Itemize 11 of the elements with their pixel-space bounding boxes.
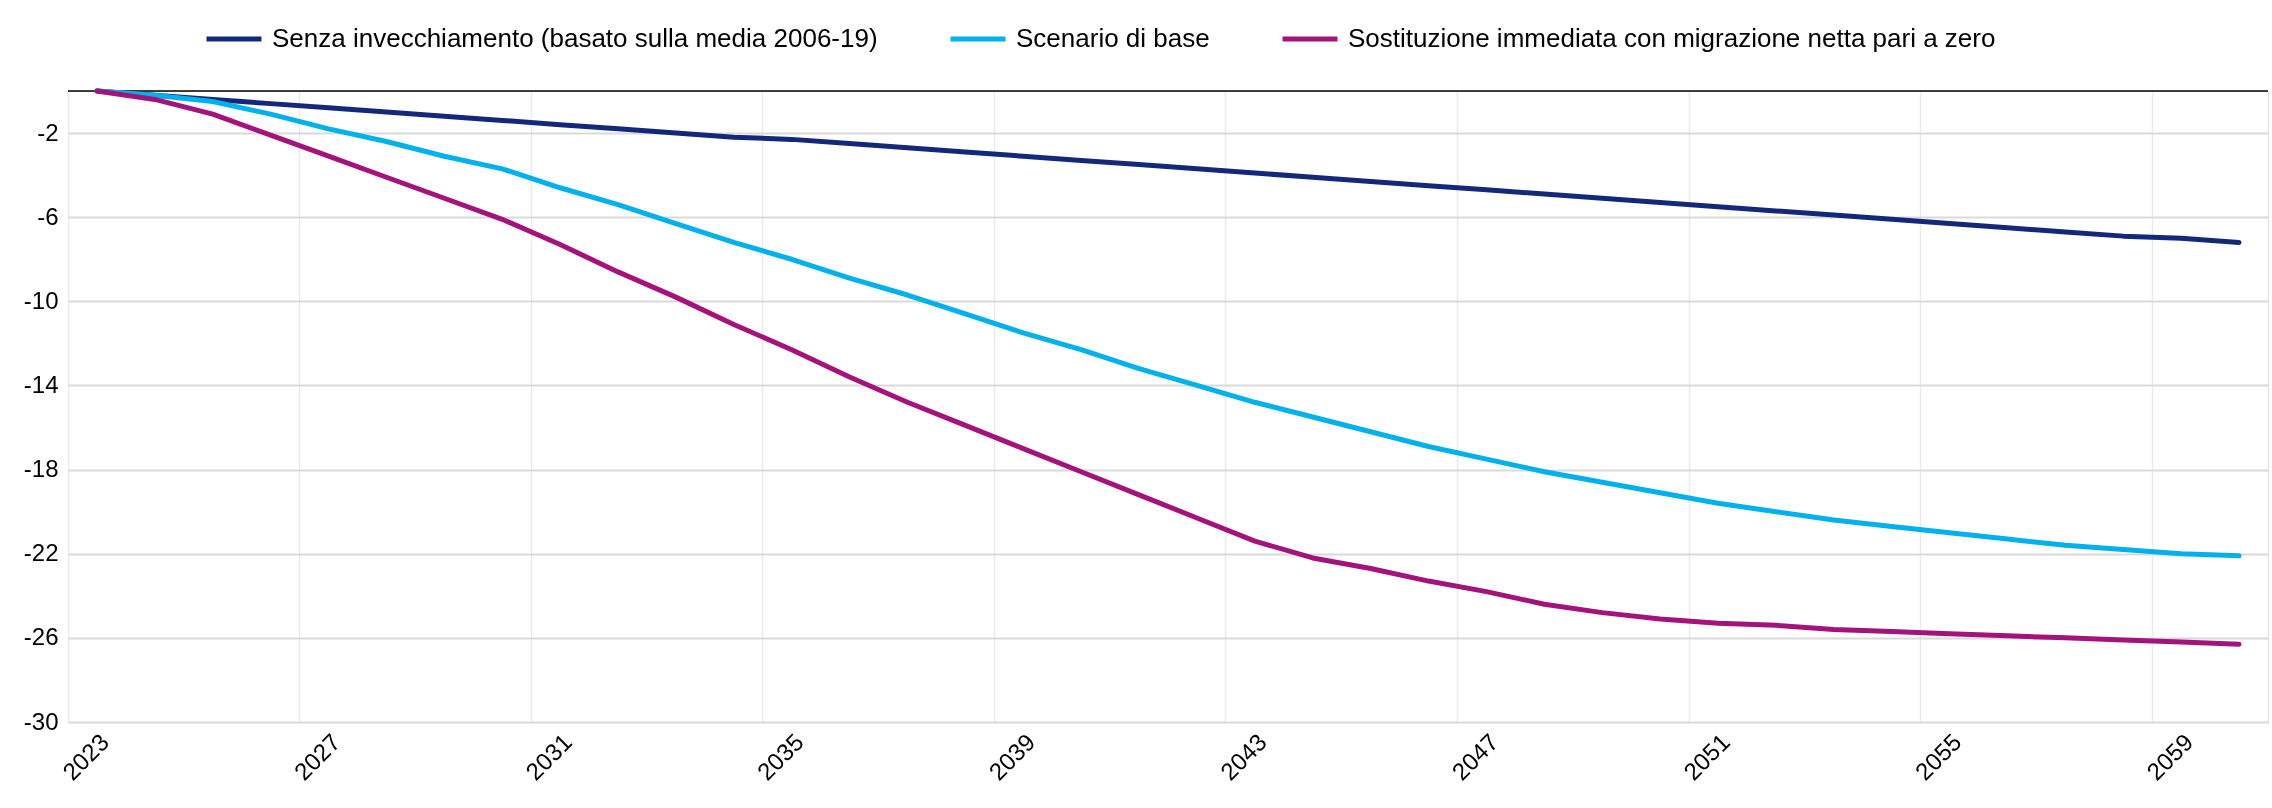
legend-label: Sostituzione immediata con migrazione netta pari a zero [1348, 23, 1996, 53]
y-tick-label: -6 [37, 202, 59, 230]
legend-label: Senza invecchiamento (basato sulla media 2006-19) [272, 23, 878, 53]
y-tick-label: -22 [23, 539, 59, 567]
y-tick-label: -30 [23, 707, 59, 735]
legend-label: Scenario di base [1016, 23, 1210, 53]
y-tick-label: -18 [23, 455, 59, 483]
y-tick-label: -2 [37, 118, 59, 146]
y-tick-label: -26 [23, 623, 59, 651]
y-tick-label: -14 [23, 370, 59, 398]
y-tick-label: -10 [23, 286, 59, 314]
